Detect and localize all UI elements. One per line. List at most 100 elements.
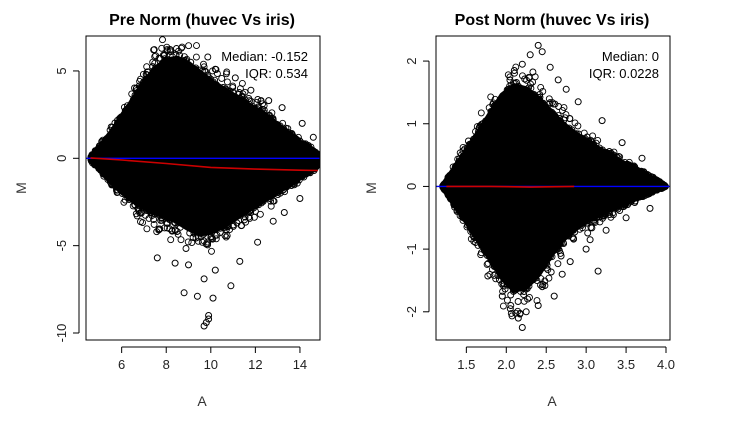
pre-norm-point: [97, 166, 105, 174]
pre-norm-point: [223, 220, 231, 228]
pre-norm-point: [212, 81, 220, 89]
post-norm-point: [455, 157, 463, 165]
pre-norm-x-tick-label: 12: [248, 357, 262, 372]
post-norm-point: [638, 192, 645, 200]
post-norm-point: [506, 73, 514, 81]
pre-norm-point: [242, 218, 250, 226]
post-norm-point: [463, 223, 471, 231]
pre-norm-outlier-point: [227, 282, 235, 290]
pre-norm-point: [304, 141, 312, 149]
post-norm-point: [524, 87, 532, 95]
post-norm-point: [473, 123, 481, 131]
pre-norm-point: [142, 205, 150, 213]
post-norm-point: [615, 152, 623, 160]
post-norm-point: [549, 110, 557, 118]
post-norm-y-axis-label: M: [363, 182, 379, 194]
pre-norm-point: [247, 209, 255, 217]
pre-norm-y-tick-label: -10: [54, 324, 69, 343]
post-norm-point: [507, 291, 515, 299]
pre-norm-point: [159, 51, 167, 59]
post-norm-point: [494, 272, 502, 280]
pre-norm-point: [211, 76, 219, 84]
post-norm-point: [547, 268, 555, 276]
pre-norm-point: [202, 68, 210, 76]
post-norm-point: [625, 158, 633, 166]
pre-norm-point: [200, 230, 208, 238]
post-norm-outlier-point: [594, 267, 602, 275]
post-norm-point: [625, 161, 633, 169]
pre-norm-point: [88, 159, 96, 167]
post-norm-point: [593, 214, 601, 222]
post-norm-point: [487, 256, 495, 264]
pre-norm-point: [192, 53, 200, 61]
post-norm-point: [509, 285, 517, 293]
post-norm-outlier-point: [602, 226, 610, 234]
post-norm-point: [584, 219, 592, 227]
post-norm-point: [586, 139, 594, 147]
post-norm-point: [558, 106, 566, 114]
pre-norm-point: [308, 146, 316, 154]
post-norm-point: [554, 242, 562, 250]
pre-norm-point: [184, 238, 192, 246]
pre-norm-outlier-point: [211, 266, 219, 274]
pre-norm-point: [202, 229, 210, 237]
pre-norm-outlier-point: [209, 294, 217, 302]
pre-norm-point: [269, 114, 277, 122]
pre-norm-point: [229, 88, 237, 96]
post-norm-point: [559, 239, 567, 246]
post-norm-outlier-point: [546, 63, 554, 71]
post-norm-point: [488, 108, 495, 116]
post-norm-outlier-point: [598, 117, 606, 125]
post-norm-point: [655, 178, 663, 186]
pre-norm-iqr-annotation: IQR: 0.534: [245, 66, 308, 81]
pre-norm-point: [182, 245, 190, 252]
pre-norm-outlier-point: [171, 259, 179, 267]
pre-norm-outlier-point: [309, 133, 317, 141]
post-norm-point: [631, 165, 639, 173]
post-norm-point: [610, 153, 618, 161]
pre-norm-point: [143, 63, 151, 71]
pre-norm-point: [118, 190, 126, 197]
post-norm-point: [544, 266, 552, 274]
pre-norm-point: [295, 176, 303, 184]
pre-norm-point: [185, 42, 193, 50]
pre-norm-point: [126, 194, 134, 202]
post-norm-point: [548, 108, 556, 116]
post-norm-point: [519, 72, 526, 80]
post-norm-point: [489, 99, 497, 107]
pre-norm-outlier-point: [298, 119, 306, 127]
pre-norm-point: [159, 36, 166, 44]
post-norm-point: [545, 95, 553, 103]
pre-norm-point: [190, 229, 198, 237]
post-norm-outlier-point: [522, 308, 530, 316]
pre-norm-point: [167, 236, 175, 244]
post-norm-point: [609, 209, 617, 217]
post-norm-point: [503, 281, 511, 289]
pre-norm-point: [313, 150, 320, 158]
post-norm-outlier-point: [618, 139, 626, 147]
pre-norm-point: [239, 90, 247, 98]
post-norm-point: [524, 295, 532, 303]
pre-norm-point: [163, 43, 171, 51]
post-norm-point: [607, 205, 615, 213]
pre-norm-outlier-point: [256, 109, 264, 117]
post-norm-point: [602, 210, 609, 218]
pre-norm-point: [270, 197, 278, 205]
pre-norm-point: [208, 235, 216, 242]
post-norm-point: [542, 259, 550, 267]
post-norm-point: [569, 234, 577, 242]
post-norm-outlier-point: [582, 245, 590, 253]
pre-norm-point: [147, 209, 155, 216]
post-norm-point: [529, 68, 537, 76]
post-norm-point: [463, 147, 470, 155]
pre-norm-point: [193, 42, 200, 50]
pre-norm-point: [180, 57, 188, 64]
pre-norm-point: [238, 222, 246, 229]
pre-norm-point: [204, 75, 212, 83]
post-norm-panel: Post Norm (huvec Vs iris) A M 1.5 2.0 2.5 3…: [363, 12, 675, 409]
pre-norm-outlier-point: [278, 104, 286, 112]
pre-norm-point: [218, 74, 226, 82]
pre-norm-title: Pre Norm (huvec Vs iris): [109, 12, 295, 29]
pre-norm-outlier-point: [254, 238, 262, 246]
pre-norm-point: [174, 219, 182, 227]
